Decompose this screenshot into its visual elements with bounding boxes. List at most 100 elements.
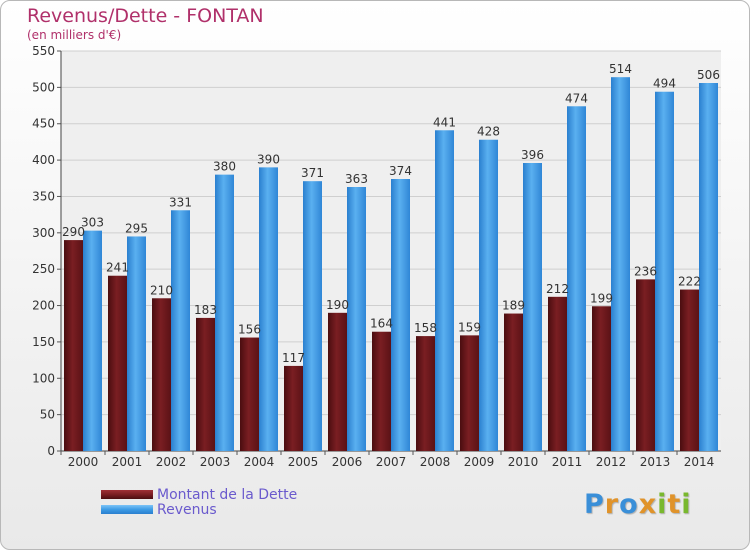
bar-dette <box>372 331 391 451</box>
data-label: 199 <box>590 291 613 305</box>
bar-dette <box>152 298 171 451</box>
logo-letter: r <box>604 489 620 520</box>
proxiti-logo: Proxiti <box>584 489 692 520</box>
y-tick-label: 150 <box>32 335 55 349</box>
data-label: 241 <box>106 261 129 275</box>
data-label: 290 <box>62 225 85 239</box>
bar-revenus <box>303 181 322 451</box>
x-tick-label: 2013 <box>640 455 671 469</box>
bar-dette <box>240 337 259 451</box>
bar-revenus <box>655 91 674 452</box>
bar-dette <box>636 279 655 451</box>
bar-dette <box>460 335 479 451</box>
data-label: 222 <box>678 275 701 289</box>
y-tick-label: 500 <box>32 80 55 94</box>
data-label: 363 <box>345 172 368 186</box>
x-tick-label: 2004 <box>244 455 275 469</box>
x-tick-label: 2012 <box>596 455 627 469</box>
y-tick-label: 550 <box>32 44 55 58</box>
logo-letter: o <box>619 489 639 520</box>
bar-revenus <box>347 187 366 451</box>
data-label: 331 <box>169 195 192 209</box>
x-tick-label: 2007 <box>376 455 407 469</box>
data-label: 380 <box>213 160 236 174</box>
data-label: 117 <box>282 351 305 365</box>
bar-dette <box>592 306 611 451</box>
x-tick-label: 2006 <box>332 455 363 469</box>
logo-letter: P <box>584 489 605 520</box>
data-label: 514 <box>609 62 632 76</box>
data-label: 156 <box>238 323 261 337</box>
x-tick-label: 2002 <box>156 455 187 469</box>
y-tick-label: 450 <box>32 117 55 131</box>
bar-revenus <box>391 179 410 451</box>
x-tick-label: 2010 <box>508 455 539 469</box>
bar-dette <box>504 313 523 451</box>
bar-revenus <box>83 230 102 451</box>
x-tick-label: 2000 <box>68 455 99 469</box>
chart-title: Revenus/Dette - FONTAN <box>27 5 264 27</box>
legend-item-revenus: Revenus <box>101 501 297 518</box>
legend-swatch-revenus <box>101 505 153 514</box>
y-tick-label: 400 <box>32 153 55 167</box>
data-label: 441 <box>433 115 456 129</box>
bar-revenus <box>127 236 146 451</box>
data-label: 506 <box>697 68 720 82</box>
bar-revenus <box>699 83 718 451</box>
legend-label-dette: Montant de la Dette <box>157 486 298 503</box>
bar-revenus <box>435 130 454 452</box>
x-tick-label: 2005 <box>288 455 319 469</box>
bar-dette <box>108 275 127 451</box>
bar-revenus <box>567 106 586 451</box>
data-label: 159 <box>458 320 481 334</box>
legend-swatch-dette <box>101 490 153 499</box>
x-tick-label: 2008 <box>420 455 451 469</box>
data-label: 210 <box>150 283 173 297</box>
y-tick-label: 350 <box>32 189 55 203</box>
data-label: 183 <box>194 303 217 317</box>
data-label: 396 <box>521 148 544 162</box>
data-label: 390 <box>257 152 280 166</box>
legend-item-dette: Montant de la Dette <box>101 486 298 503</box>
data-label: 189 <box>502 299 525 313</box>
bar-dette <box>328 312 347 451</box>
x-tick-label: 2011 <box>552 455 583 469</box>
data-label: 374 <box>389 164 412 178</box>
data-label: 295 <box>125 221 148 235</box>
legend: Montant de la Dette Revenus <box>101 486 298 518</box>
y-tick-label: 0 <box>47 444 55 458</box>
logo-letter: x <box>638 489 658 520</box>
legend-label-revenus: Revenus <box>157 501 217 518</box>
bar-revenus <box>479 139 498 451</box>
bar-revenus <box>171 210 190 451</box>
data-label: 158 <box>414 321 437 335</box>
bar-dette <box>416 336 435 451</box>
bar-dette <box>284 365 303 451</box>
y-tick-label: 250 <box>32 262 55 276</box>
logo-letter: t <box>667 489 682 520</box>
x-tick-label: 2003 <box>200 455 231 469</box>
bar-revenus <box>523 163 542 451</box>
logo-letter: i <box>681 489 692 520</box>
data-label: 212 <box>546 282 569 296</box>
data-label: 474 <box>565 91 588 105</box>
x-tick-label: 2009 <box>464 455 495 469</box>
data-label: 371 <box>301 166 324 180</box>
y-tick-label: 50 <box>40 408 55 422</box>
bar-dette <box>64 240 83 451</box>
bar-revenus <box>259 167 278 451</box>
logo-letter: i <box>657 489 668 520</box>
data-label: 303 <box>81 216 104 230</box>
y-tick-label: 200 <box>32 299 55 313</box>
chart-subtitle: (en milliers d'€) <box>27 28 122 42</box>
x-tick-label: 2014 <box>684 455 715 469</box>
bar-dette <box>548 296 567 451</box>
bar-revenus <box>611 77 630 451</box>
y-tick-label: 300 <box>32 226 55 240</box>
y-tick-label: 100 <box>32 371 55 385</box>
x-tick-label: 2001 <box>112 455 143 469</box>
data-label: 164 <box>370 317 393 331</box>
data-label: 190 <box>326 298 349 312</box>
